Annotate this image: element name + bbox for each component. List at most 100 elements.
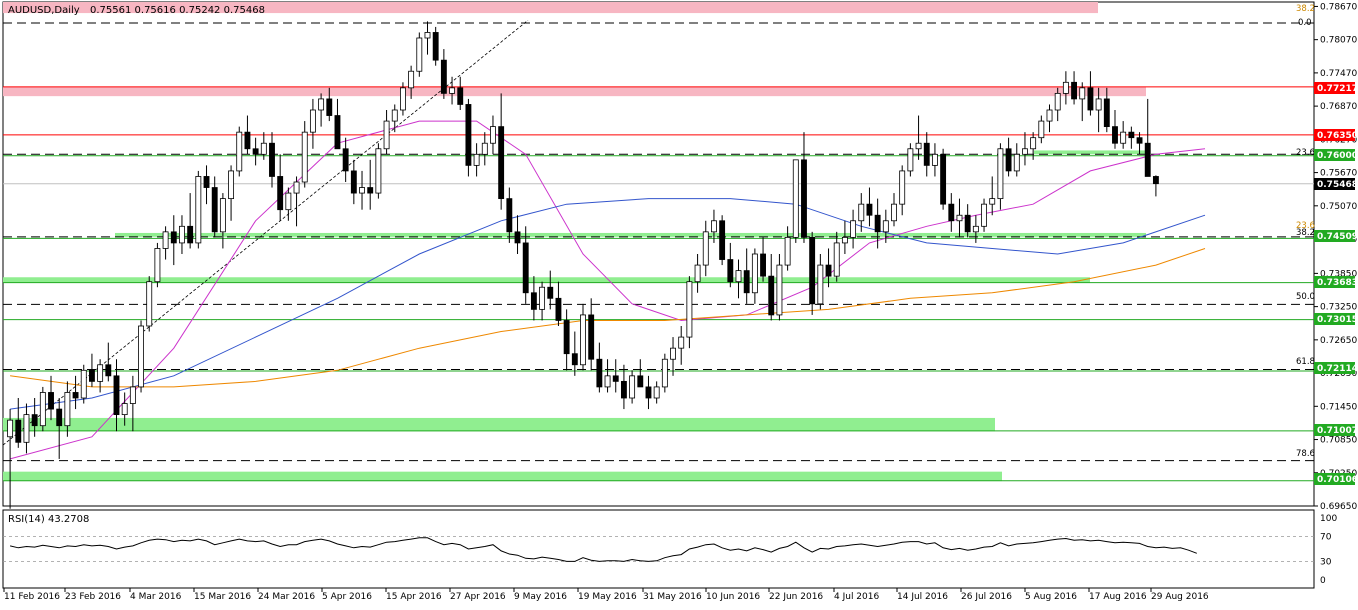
candle bbox=[440, 49, 447, 99]
candle bbox=[604, 359, 611, 393]
candle bbox=[1087, 71, 1094, 116]
candle bbox=[792, 159, 799, 243]
svg-text:0.72114: 0.72114 bbox=[1317, 364, 1358, 374]
candle bbox=[940, 148, 947, 210]
candle bbox=[1030, 132, 1037, 160]
candle bbox=[882, 209, 889, 243]
candle bbox=[334, 98, 341, 150]
candle bbox=[653, 381, 660, 404]
moving-average-0 bbox=[9, 120, 1206, 460]
fib-label-61-8: 61.8 bbox=[1296, 357, 1315, 367]
zone-red-1 bbox=[3, 86, 1146, 97]
candle bbox=[735, 259, 742, 299]
candle bbox=[915, 115, 922, 160]
candle bbox=[490, 115, 496, 155]
candle bbox=[260, 132, 267, 160]
zone-green-6 bbox=[3, 471, 1002, 482]
candle bbox=[768, 254, 775, 321]
level-label-0-76350: 0.76350 bbox=[1314, 129, 1358, 141]
candle bbox=[350, 159, 357, 205]
candle bbox=[1054, 87, 1061, 122]
candle bbox=[64, 381, 71, 437]
candle bbox=[506, 187, 513, 243]
candle bbox=[408, 65, 415, 99]
candle bbox=[48, 375, 54, 421]
candle bbox=[620, 364, 627, 410]
date-tick-label: 17 Aug 2016 bbox=[1089, 592, 1147, 602]
candle bbox=[170, 215, 177, 266]
rsi-tick-label: 100 bbox=[1320, 514, 1337, 524]
candle bbox=[318, 93, 325, 127]
level-label-0-73015: 0.73015 bbox=[1314, 313, 1358, 325]
candle bbox=[1120, 121, 1127, 149]
rsi-label: RSI(14) 43.2708 bbox=[8, 514, 89, 525]
level-label-0-74509: 0.74509 bbox=[1314, 230, 1358, 242]
date-tick-label: 9 May 2016 bbox=[514, 592, 567, 602]
candle bbox=[367, 159, 374, 210]
candle bbox=[899, 165, 906, 216]
candle bbox=[252, 137, 259, 166]
date-tick-label: 27 Apr 2016 bbox=[450, 592, 506, 602]
candle bbox=[530, 276, 537, 321]
date-tick-label: 4 Jul 2016 bbox=[834, 592, 879, 602]
rsi-pane-frame bbox=[2, 509, 1315, 589]
price-tick-label: 0.75670 bbox=[1320, 169, 1357, 179]
candle bbox=[39, 386, 46, 432]
candle bbox=[293, 176, 300, 227]
svg-text:0.70106: 0.70106 bbox=[1317, 475, 1358, 485]
candle bbox=[776, 254, 783, 321]
candle bbox=[825, 248, 832, 288]
candle bbox=[203, 165, 210, 205]
date-tick-label: 4 Mar 2016 bbox=[130, 592, 182, 602]
svg-text:0.75468: 0.75468 bbox=[1317, 180, 1358, 190]
candle bbox=[1046, 104, 1053, 133]
rsi-layer: 100 70 30 0 bbox=[3, 514, 1337, 586]
date-tick-label: 14 Jul 2016 bbox=[897, 592, 948, 602]
zone-green-4 bbox=[3, 277, 1090, 283]
date-tick-label: 26 Jul 2016 bbox=[961, 592, 1012, 602]
candle bbox=[7, 409, 14, 509]
price-tick-label: 0.72050 bbox=[1320, 369, 1357, 379]
candle bbox=[465, 98, 472, 177]
candle bbox=[457, 76, 464, 110]
candle bbox=[612, 359, 619, 393]
candle bbox=[743, 248, 750, 304]
candle bbox=[719, 215, 726, 266]
candle bbox=[400, 82, 406, 116]
svg-text:0.77217: 0.77217 bbox=[1317, 84, 1358, 94]
candle bbox=[1144, 98, 1151, 177]
zone-red-0 bbox=[3, 2, 1098, 14]
date-tick-label: 10 Jun 2016 bbox=[706, 592, 760, 602]
date-axis: 11 Feb 2016 23 Feb 2016 4 Mar 2016 15 Mar 2… bbox=[3, 588, 1209, 602]
candle bbox=[162, 226, 169, 260]
candle bbox=[179, 215, 185, 254]
price-tick-label: 0.73850 bbox=[1320, 269, 1357, 279]
svg-text:0.73683: 0.73683 bbox=[1317, 278, 1358, 288]
date-tick-label: 11 Feb 2016 bbox=[4, 592, 60, 602]
date-tick-label: 24 Mar 2016 bbox=[258, 592, 315, 602]
candle bbox=[964, 204, 971, 238]
svg-text:0.74509: 0.74509 bbox=[1317, 232, 1358, 242]
fib-label-78-6: 78.6 bbox=[1296, 449, 1315, 459]
candle bbox=[866, 187, 873, 227]
level-label-0-73683: 0.73683 bbox=[1314, 276, 1358, 288]
candle bbox=[833, 231, 840, 282]
candle bbox=[285, 187, 292, 221]
price-tick-label: 0.76870 bbox=[1320, 102, 1357, 112]
candle bbox=[80, 364, 87, 404]
fib-label-38-2-top: 38.2 bbox=[1296, 4, 1315, 14]
candle bbox=[997, 143, 1004, 210]
candle bbox=[514, 215, 521, 254]
candle bbox=[1005, 137, 1012, 177]
candle bbox=[956, 198, 963, 238]
zones-layer bbox=[3, 2, 1146, 482]
candle bbox=[809, 231, 816, 315]
candle bbox=[1103, 87, 1110, 133]
candle bbox=[858, 193, 865, 232]
candle bbox=[432, 26, 439, 66]
candle bbox=[629, 370, 636, 404]
candle bbox=[121, 392, 128, 426]
levels-layer bbox=[3, 22, 1314, 482]
candle bbox=[301, 121, 308, 188]
